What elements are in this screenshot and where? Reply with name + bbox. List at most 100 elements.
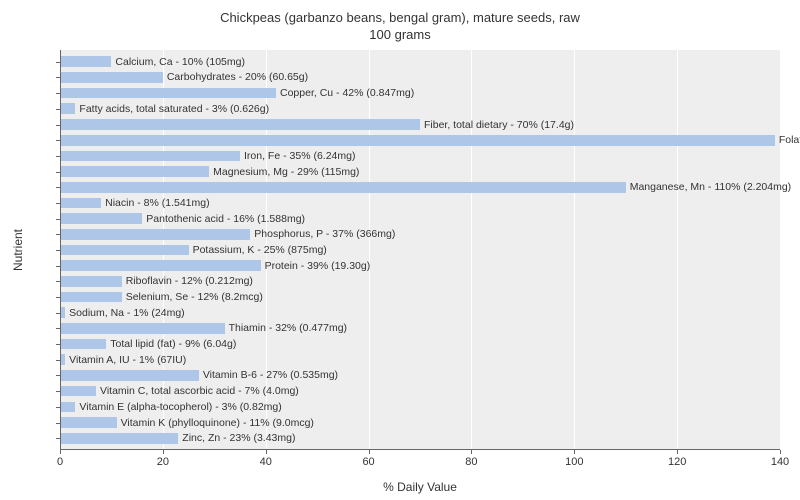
nutrient-bar-label: Iron, Fe - 35% (6.24mg) bbox=[244, 151, 355, 162]
nutrient-bar bbox=[60, 119, 420, 130]
nutrient-bar-label: Sodium, Na - 1% (24mg) bbox=[69, 308, 185, 319]
plot-region: Calcium, Ca - 10% (105mg) Carbohydrates -… bbox=[60, 50, 780, 450]
x-tick-label: 20 bbox=[157, 456, 169, 468]
y-tick bbox=[56, 281, 60, 282]
y-tick bbox=[56, 172, 60, 173]
nutrient-bar bbox=[60, 417, 117, 428]
nutrient-bar bbox=[60, 213, 142, 224]
nutrient-bar-label: Potassium, K - 25% (875mg) bbox=[193, 245, 327, 256]
gridline bbox=[369, 50, 370, 450]
y-tick bbox=[56, 391, 60, 392]
x-tick bbox=[60, 450, 61, 454]
nutrient-bar bbox=[60, 198, 101, 209]
nutrient-bar-label: Vitamin B-6 - 27% (0.535mg) bbox=[203, 370, 338, 381]
nutrient-bar bbox=[60, 103, 75, 114]
x-axis-line bbox=[60, 449, 780, 450]
nutrient-bar-label: Thiamin - 32% (0.477mg) bbox=[229, 323, 347, 334]
x-tick-label: 100 bbox=[565, 456, 583, 468]
nutrient-bar bbox=[60, 276, 122, 287]
x-tick bbox=[780, 450, 781, 454]
nutrient-bar bbox=[60, 229, 250, 240]
y-tick bbox=[56, 313, 60, 314]
gridline bbox=[780, 50, 781, 450]
x-tick-label: 140 bbox=[771, 456, 789, 468]
x-tick-label: 60 bbox=[362, 456, 374, 468]
x-tick bbox=[574, 450, 575, 454]
x-tick-label: 80 bbox=[465, 456, 477, 468]
nutrient-bar bbox=[60, 72, 163, 83]
nutrient-bar-label: Zinc, Zn - 23% (3.43mg) bbox=[182, 433, 295, 444]
y-tick bbox=[56, 328, 60, 329]
chart-title: Chickpeas (garbanzo beans, bengal gram),… bbox=[0, 0, 800, 44]
nutrient-bar bbox=[60, 386, 96, 397]
y-tick bbox=[56, 360, 60, 361]
nutrient-bar bbox=[60, 182, 626, 193]
y-tick bbox=[56, 109, 60, 110]
y-tick bbox=[56, 423, 60, 424]
nutrient-bar-label: Phosphorus, P - 37% (366mg) bbox=[254, 229, 395, 240]
nutrient-bar bbox=[60, 88, 276, 99]
nutrient-bar bbox=[60, 370, 199, 381]
y-tick bbox=[56, 344, 60, 345]
chart-title-line1: Chickpeas (garbanzo beans, bengal gram),… bbox=[0, 10, 800, 27]
y-tick bbox=[56, 156, 60, 157]
y-tick bbox=[56, 140, 60, 141]
nutrient-bar bbox=[60, 151, 240, 162]
nutrient-bar-label: Vitamin C, total ascorbic acid - 7% (4.0… bbox=[100, 386, 299, 397]
y-tick bbox=[56, 438, 60, 439]
nutrient-bar bbox=[60, 166, 209, 177]
y-tick bbox=[56, 219, 60, 220]
y-tick bbox=[56, 266, 60, 267]
nutrient-bar bbox=[60, 292, 122, 303]
nutrient-bar bbox=[60, 323, 225, 334]
nutrient-bar-label: Magnesium, Mg - 29% (115mg) bbox=[213, 167, 359, 178]
x-tick bbox=[471, 450, 472, 454]
nutrient-bar-label: Copper, Cu - 42% (0.847mg) bbox=[280, 88, 414, 99]
y-tick bbox=[56, 297, 60, 298]
nutrient-bar-label: Fatty acids, total saturated - 3% (0.626… bbox=[79, 104, 269, 115]
x-tick bbox=[266, 450, 267, 454]
nutrient-bar bbox=[60, 433, 178, 444]
nutrient-bar-label: Calcium, Ca - 10% (105mg) bbox=[115, 57, 245, 68]
y-axis-title: Nutrient bbox=[11, 229, 25, 271]
nutrient-bar-label: Vitamin E (alpha-tocopherol) - 3% (0.82m… bbox=[79, 402, 281, 413]
y-tick bbox=[56, 77, 60, 78]
x-axis-title: % Daily Value bbox=[383, 480, 457, 494]
nutrient-bar bbox=[60, 260, 261, 271]
y-axis-line bbox=[60, 50, 61, 450]
x-tick bbox=[677, 450, 678, 454]
y-tick bbox=[56, 375, 60, 376]
nutrient-bar bbox=[60, 56, 111, 67]
nutrient-bar-label: Fiber, total dietary - 70% (17.4g) bbox=[424, 120, 574, 131]
chart-plot-area: Calcium, Ca - 10% (105mg) Carbohydrates -… bbox=[60, 50, 780, 450]
nutrient-bar-label: Total lipid (fat) - 9% (6.04g) bbox=[110, 339, 236, 350]
gridline bbox=[677, 50, 678, 450]
nutrient-bar-label: Niacin - 8% (1.541mg) bbox=[105, 198, 209, 209]
y-tick bbox=[56, 203, 60, 204]
y-tick bbox=[56, 62, 60, 63]
nutrient-bar-label: Pantothenic acid - 16% (1.588mg) bbox=[146, 214, 305, 225]
nutrient-bar-label: Riboflavin - 12% (0.212mg) bbox=[126, 276, 253, 287]
nutrient-bar-label: Selenium, Se - 12% (8.2mcg) bbox=[126, 292, 263, 303]
nutrient-bar bbox=[60, 402, 75, 413]
nutrient-bar-label: Manganese, Mn - 110% (2.204mg) bbox=[630, 182, 791, 193]
x-tick-label: 40 bbox=[260, 456, 272, 468]
chart-title-line2: 100 grams bbox=[0, 27, 800, 44]
nutrient-bar-label: Vitamin A, IU - 1% (67IU) bbox=[69, 355, 186, 366]
nutrient-bar-label: Carbohydrates - 20% (60.65g) bbox=[167, 72, 308, 83]
nutrient-bar bbox=[60, 339, 106, 350]
y-tick bbox=[56, 407, 60, 408]
y-tick bbox=[56, 93, 60, 94]
gridline bbox=[471, 50, 472, 450]
nutrient-bar bbox=[60, 245, 189, 256]
gridline bbox=[574, 50, 575, 450]
x-tick-label: 120 bbox=[668, 456, 686, 468]
nutrient-bar-label: Folate, total - 139% (557mcg) bbox=[779, 135, 800, 146]
nutrient-bar-label: Vitamin K (phylloquinone) - 11% (9.0mcg) bbox=[121, 418, 314, 429]
x-tick bbox=[369, 450, 370, 454]
y-tick bbox=[56, 250, 60, 251]
nutrient-bar-label: Protein - 39% (19.30g) bbox=[265, 261, 371, 272]
x-tick bbox=[163, 450, 164, 454]
y-tick bbox=[56, 187, 60, 188]
y-tick bbox=[56, 125, 60, 126]
